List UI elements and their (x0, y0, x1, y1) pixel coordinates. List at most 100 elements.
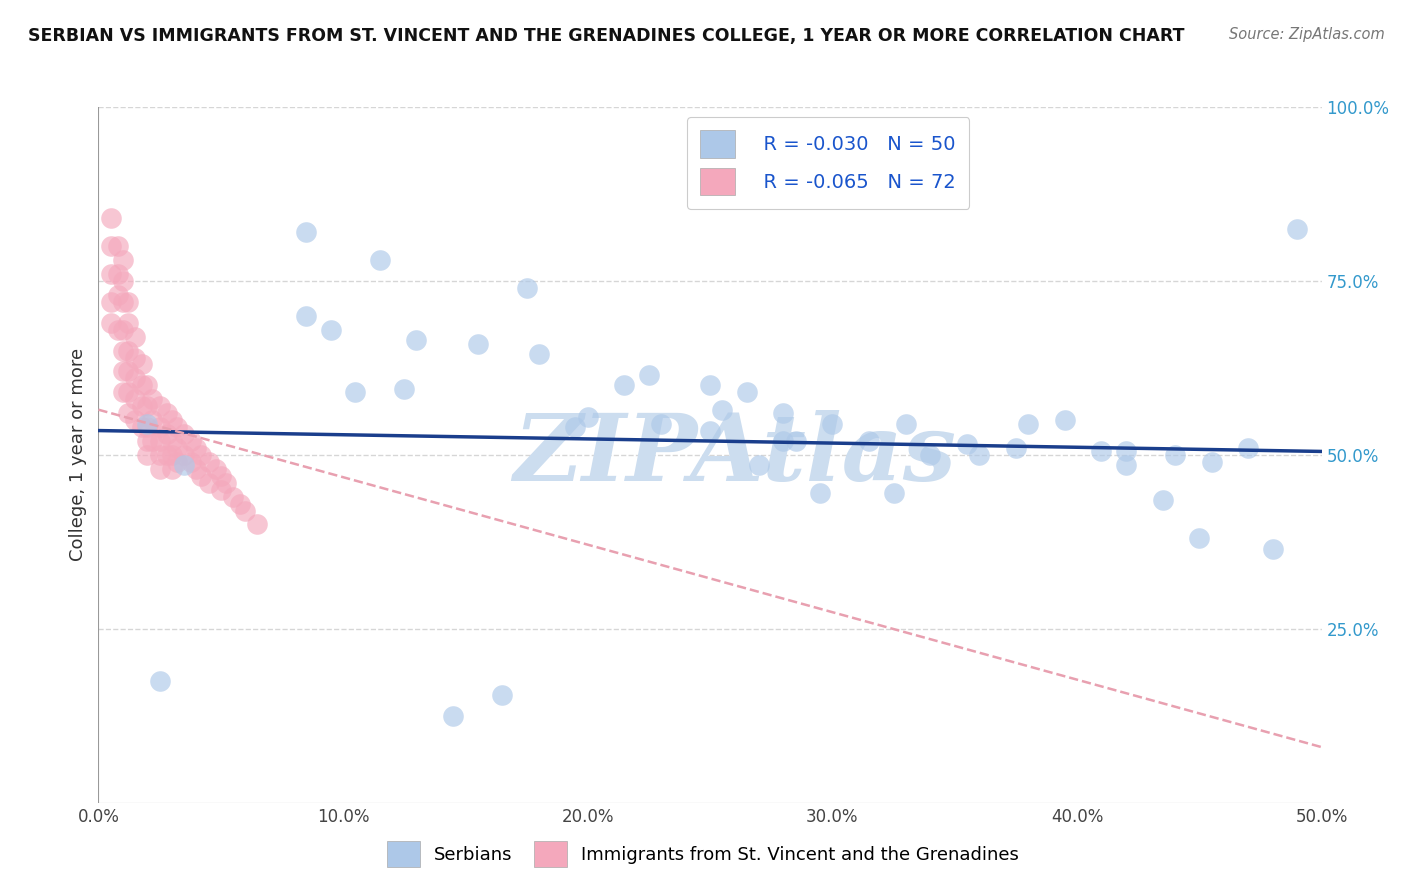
Point (638, 368, 661, 382)
Point (136, 417, 159, 431)
Point (564, 420, 586, 434)
Point (821, 417, 844, 431)
Point (156, 427, 179, 442)
Point (107, 288, 129, 302)
Point (160, 462, 183, 476)
Point (1115, 444, 1137, 458)
Point (111, 274, 134, 288)
Point (131, 378, 153, 392)
Point (141, 434, 163, 448)
Point (149, 448, 172, 462)
Point (160, 434, 183, 448)
Point (1188, 532, 1211, 546)
Point (124, 413, 146, 427)
Point (319, 323, 342, 337)
Point (156, 448, 179, 462)
Point (124, 392, 146, 407)
Point (1261, 541, 1284, 556)
Point (1201, 455, 1223, 469)
Point (229, 497, 252, 511)
Point (149, 434, 172, 448)
Text: SERBIAN VS IMMIGRANTS FROM ST. VINCENT AND THE GRENADINES COLLEGE, 1 YEAR OR MOR: SERBIAN VS IMMIGRANTS FROM ST. VINCENT A… (28, 27, 1185, 45)
Point (785, 434, 807, 448)
Point (166, 441, 188, 455)
Point (149, 462, 172, 476)
Point (173, 448, 195, 462)
Point (136, 434, 159, 448)
Point (920, 448, 942, 462)
Point (173, 458, 195, 473)
Point (149, 420, 172, 434)
Point (149, 399, 172, 413)
Point (136, 378, 159, 392)
Point (190, 468, 212, 483)
Point (233, 503, 256, 517)
Point (117, 343, 139, 358)
Point (650, 417, 672, 431)
Point (858, 434, 880, 448)
Point (209, 483, 232, 497)
Point (197, 455, 219, 469)
Point (405, 333, 427, 347)
Point (1237, 441, 1260, 455)
Point (117, 316, 139, 330)
Point (711, 402, 734, 417)
Point (131, 420, 153, 434)
Point (180, 434, 202, 448)
Y-axis label: College, 1 year or more: College, 1 year or more (69, 349, 87, 561)
Point (1053, 413, 1076, 427)
Point (214, 475, 236, 490)
Point (124, 351, 146, 365)
Point (441, 708, 464, 723)
Point (209, 468, 232, 483)
Point (141, 413, 163, 427)
Point (368, 253, 391, 268)
Legend:   R = -0.030   N = 50,   R = -0.065   N = 72: R = -0.030 N = 50, R = -0.065 N = 72 (688, 117, 969, 209)
Point (136, 399, 159, 413)
Point (222, 490, 245, 504)
Point (956, 437, 979, 451)
Point (1004, 441, 1026, 455)
Point (160, 413, 183, 427)
Point (131, 358, 153, 372)
Point (107, 323, 129, 337)
Point (111, 364, 134, 378)
Point (141, 392, 163, 407)
Point (392, 382, 416, 396)
Point (295, 225, 318, 239)
Text: Source: ZipAtlas.com: Source: ZipAtlas.com (1229, 27, 1385, 42)
Point (124, 371, 146, 385)
Point (131, 399, 153, 413)
Point (576, 409, 599, 424)
Point (100, 316, 122, 330)
Point (100, 211, 122, 226)
Point (166, 420, 188, 434)
Point (117, 294, 139, 309)
Point (124, 329, 146, 343)
Point (515, 281, 537, 295)
Point (1115, 458, 1137, 473)
Point (967, 448, 990, 462)
Point (160, 448, 183, 462)
Point (100, 239, 122, 253)
Point (699, 424, 721, 438)
Point (111, 323, 134, 337)
Point (111, 385, 134, 400)
Point (197, 475, 219, 490)
Point (205, 462, 228, 476)
Text: ZIPAtlas: ZIPAtlas (513, 410, 956, 500)
Point (491, 688, 513, 702)
Point (190, 448, 212, 462)
Point (467, 336, 489, 351)
Point (111, 294, 134, 309)
Point (344, 385, 367, 400)
Point (117, 385, 139, 400)
Point (111, 343, 134, 358)
Point (246, 517, 269, 532)
Point (156, 406, 179, 420)
Point (894, 417, 917, 431)
Point (117, 406, 139, 420)
Point (107, 267, 129, 281)
Point (180, 455, 202, 469)
Point (136, 448, 159, 462)
